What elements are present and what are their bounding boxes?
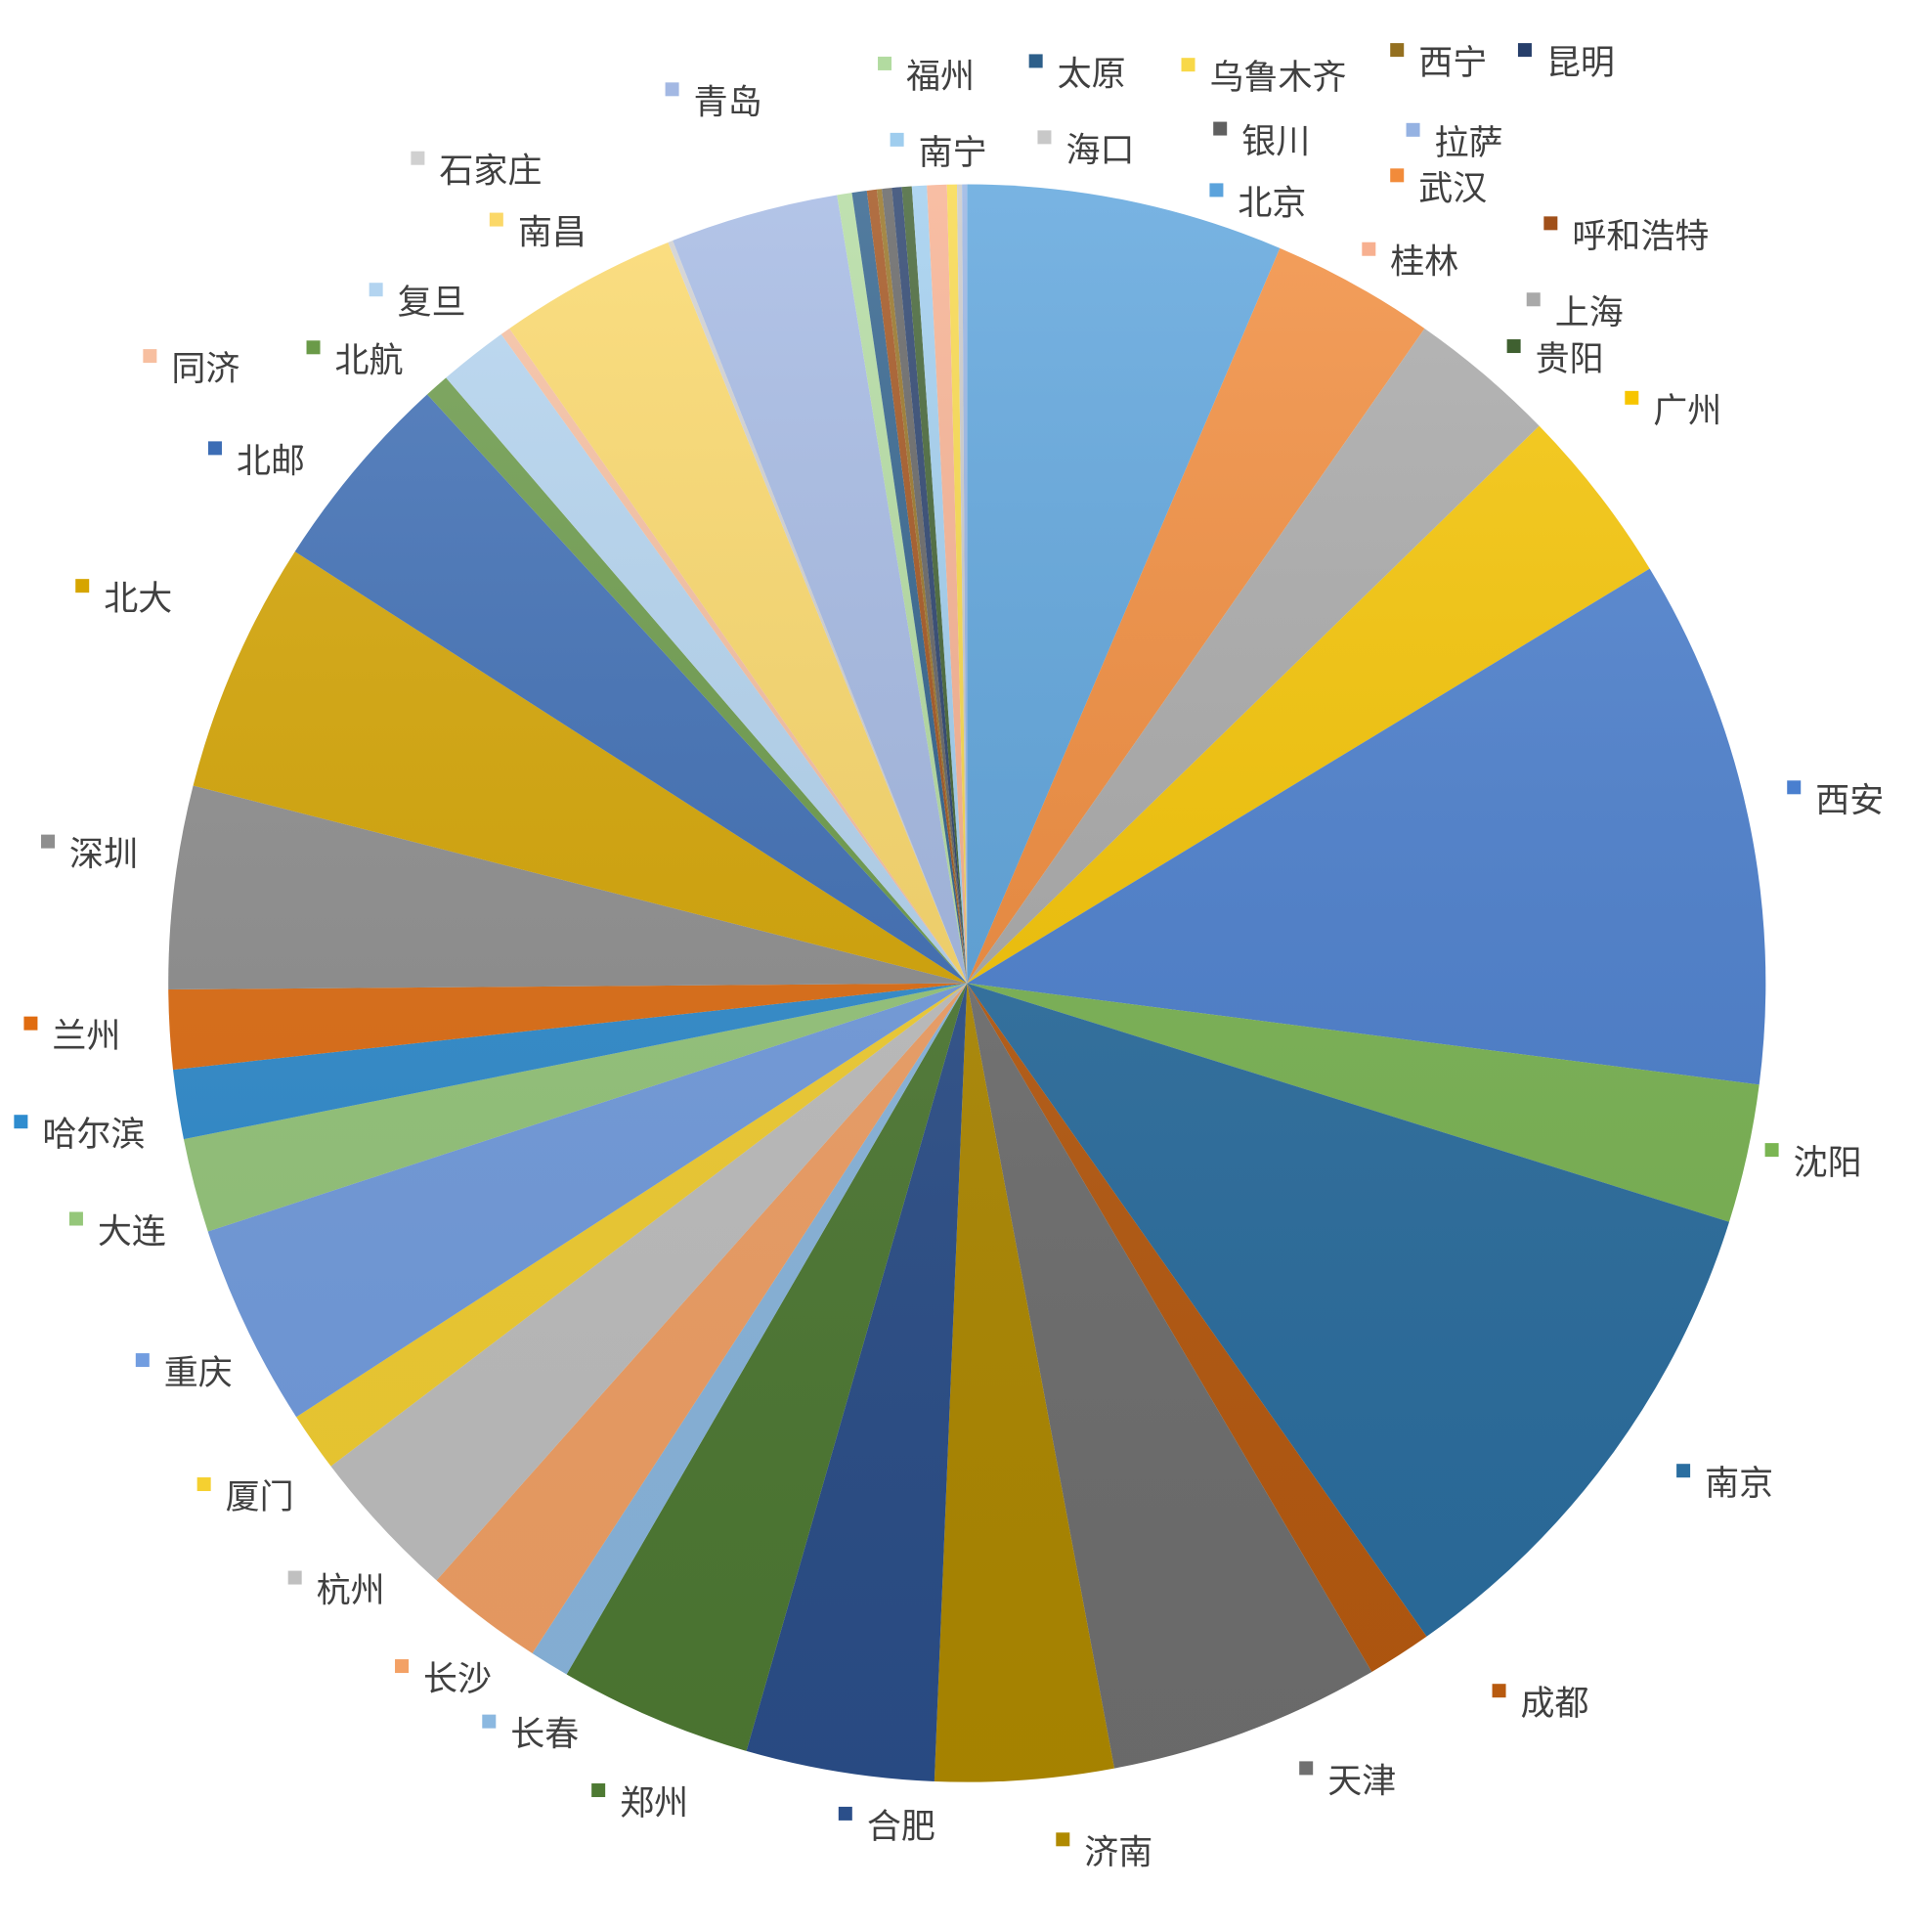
legend-marker	[23, 1016, 38, 1031]
slice-label: 济南	[1084, 1833, 1152, 1872]
slice-label: 哈尔滨	[42, 1116, 145, 1155]
slice-label: 桂林	[1390, 243, 1458, 283]
legend-marker	[878, 56, 892, 70]
slice-label: 北邮	[237, 442, 305, 481]
slice-label: 郑州	[620, 1784, 688, 1823]
legend-marker	[1181, 58, 1195, 72]
slice-label: 深圳	[69, 836, 138, 875]
slice-label: 海口	[1065, 131, 1134, 170]
legend-marker	[838, 1806, 852, 1821]
slice-label: 长春	[510, 1716, 579, 1755]
legend-marker	[1406, 122, 1420, 137]
pie	[168, 184, 1766, 1782]
legend-marker	[411, 151, 425, 165]
slice-label: 厦门	[226, 1478, 294, 1517]
slice-label: 青岛	[694, 83, 762, 122]
legend-marker	[1299, 1761, 1314, 1776]
slice-label: 南昌	[518, 214, 587, 253]
legend-marker	[482, 1714, 497, 1729]
slice-label: 石家庄	[439, 153, 542, 192]
slice-label: 拉萨	[1435, 124, 1503, 163]
slice-label: 广州	[1653, 392, 1721, 431]
slice-label: 西安	[1815, 781, 1884, 820]
slice-label: 成都	[1521, 1685, 1589, 1724]
slice-label: 上海	[1555, 293, 1624, 332]
legend-marker	[75, 579, 90, 593]
slice-label: 呼和浩特	[1572, 217, 1709, 256]
slice-label: 福州	[906, 58, 975, 97]
slice-label: 沈阳	[1794, 1144, 1862, 1183]
legend-marker	[14, 1115, 28, 1129]
legend-marker	[369, 283, 383, 297]
legend-marker	[1390, 43, 1405, 58]
legend-marker	[68, 1211, 83, 1226]
slice-label: 大连	[98, 1213, 166, 1252]
legend-marker	[395, 1659, 410, 1674]
slice-label: 长沙	[423, 1660, 492, 1699]
slice-label: 复旦	[398, 284, 466, 323]
slice-label: 天津	[1327, 1762, 1396, 1801]
legend-marker	[890, 132, 904, 147]
legend-marker	[143, 349, 157, 364]
legend-marker	[207, 441, 222, 456]
slice-label: 银川	[1241, 123, 1310, 162]
legend-marker	[489, 212, 503, 227]
slice-label: 武汉	[1418, 169, 1487, 208]
legend-marker	[1517, 43, 1532, 58]
legend-marker	[196, 1477, 211, 1492]
slice-label: 南宁	[919, 134, 987, 173]
slice-label: 同济	[171, 350, 239, 389]
legend-marker	[306, 340, 321, 355]
legend-marker	[1506, 339, 1521, 354]
legend-marker	[1764, 1143, 1779, 1158]
legend-marker	[1213, 121, 1228, 136]
slice-label: 北航	[335, 341, 404, 380]
slice-label: 合肥	[867, 1808, 935, 1847]
legend-marker	[665, 82, 679, 97]
slice-label: 太原	[1058, 55, 1126, 94]
slice-label: 兰州	[52, 1018, 120, 1057]
legend-marker	[1676, 1464, 1691, 1478]
slice-label: 乌鲁木齐	[1210, 59, 1347, 98]
slice-label: 北京	[1238, 184, 1306, 223]
legend-marker	[1543, 216, 1558, 231]
legend-marker	[287, 1570, 302, 1585]
slice-label: 南京	[1705, 1465, 1773, 1504]
legend-marker	[1037, 130, 1052, 145]
legend-marker	[41, 834, 56, 849]
legend-marker	[1390, 168, 1405, 183]
legend-marker	[1056, 1832, 1070, 1847]
legend-marker	[1526, 292, 1541, 307]
legend-marker	[1209, 183, 1224, 198]
slice-label: 贵阳	[1536, 340, 1604, 379]
slice-label: 杭州	[317, 1572, 385, 1611]
slice-label: 北大	[104, 580, 172, 619]
legend-marker	[1492, 1684, 1506, 1698]
legend-marker	[1787, 780, 1802, 795]
legend-marker	[135, 1353, 150, 1368]
legend-marker	[1028, 54, 1043, 68]
legend-marker	[1362, 242, 1376, 256]
legend-marker	[1625, 390, 1639, 405]
legend-marker	[591, 1783, 606, 1798]
slice-label: 西宁	[1418, 44, 1487, 83]
slice-label: 昆明	[1546, 44, 1615, 83]
slice-label: 重庆	[164, 1354, 233, 1393]
